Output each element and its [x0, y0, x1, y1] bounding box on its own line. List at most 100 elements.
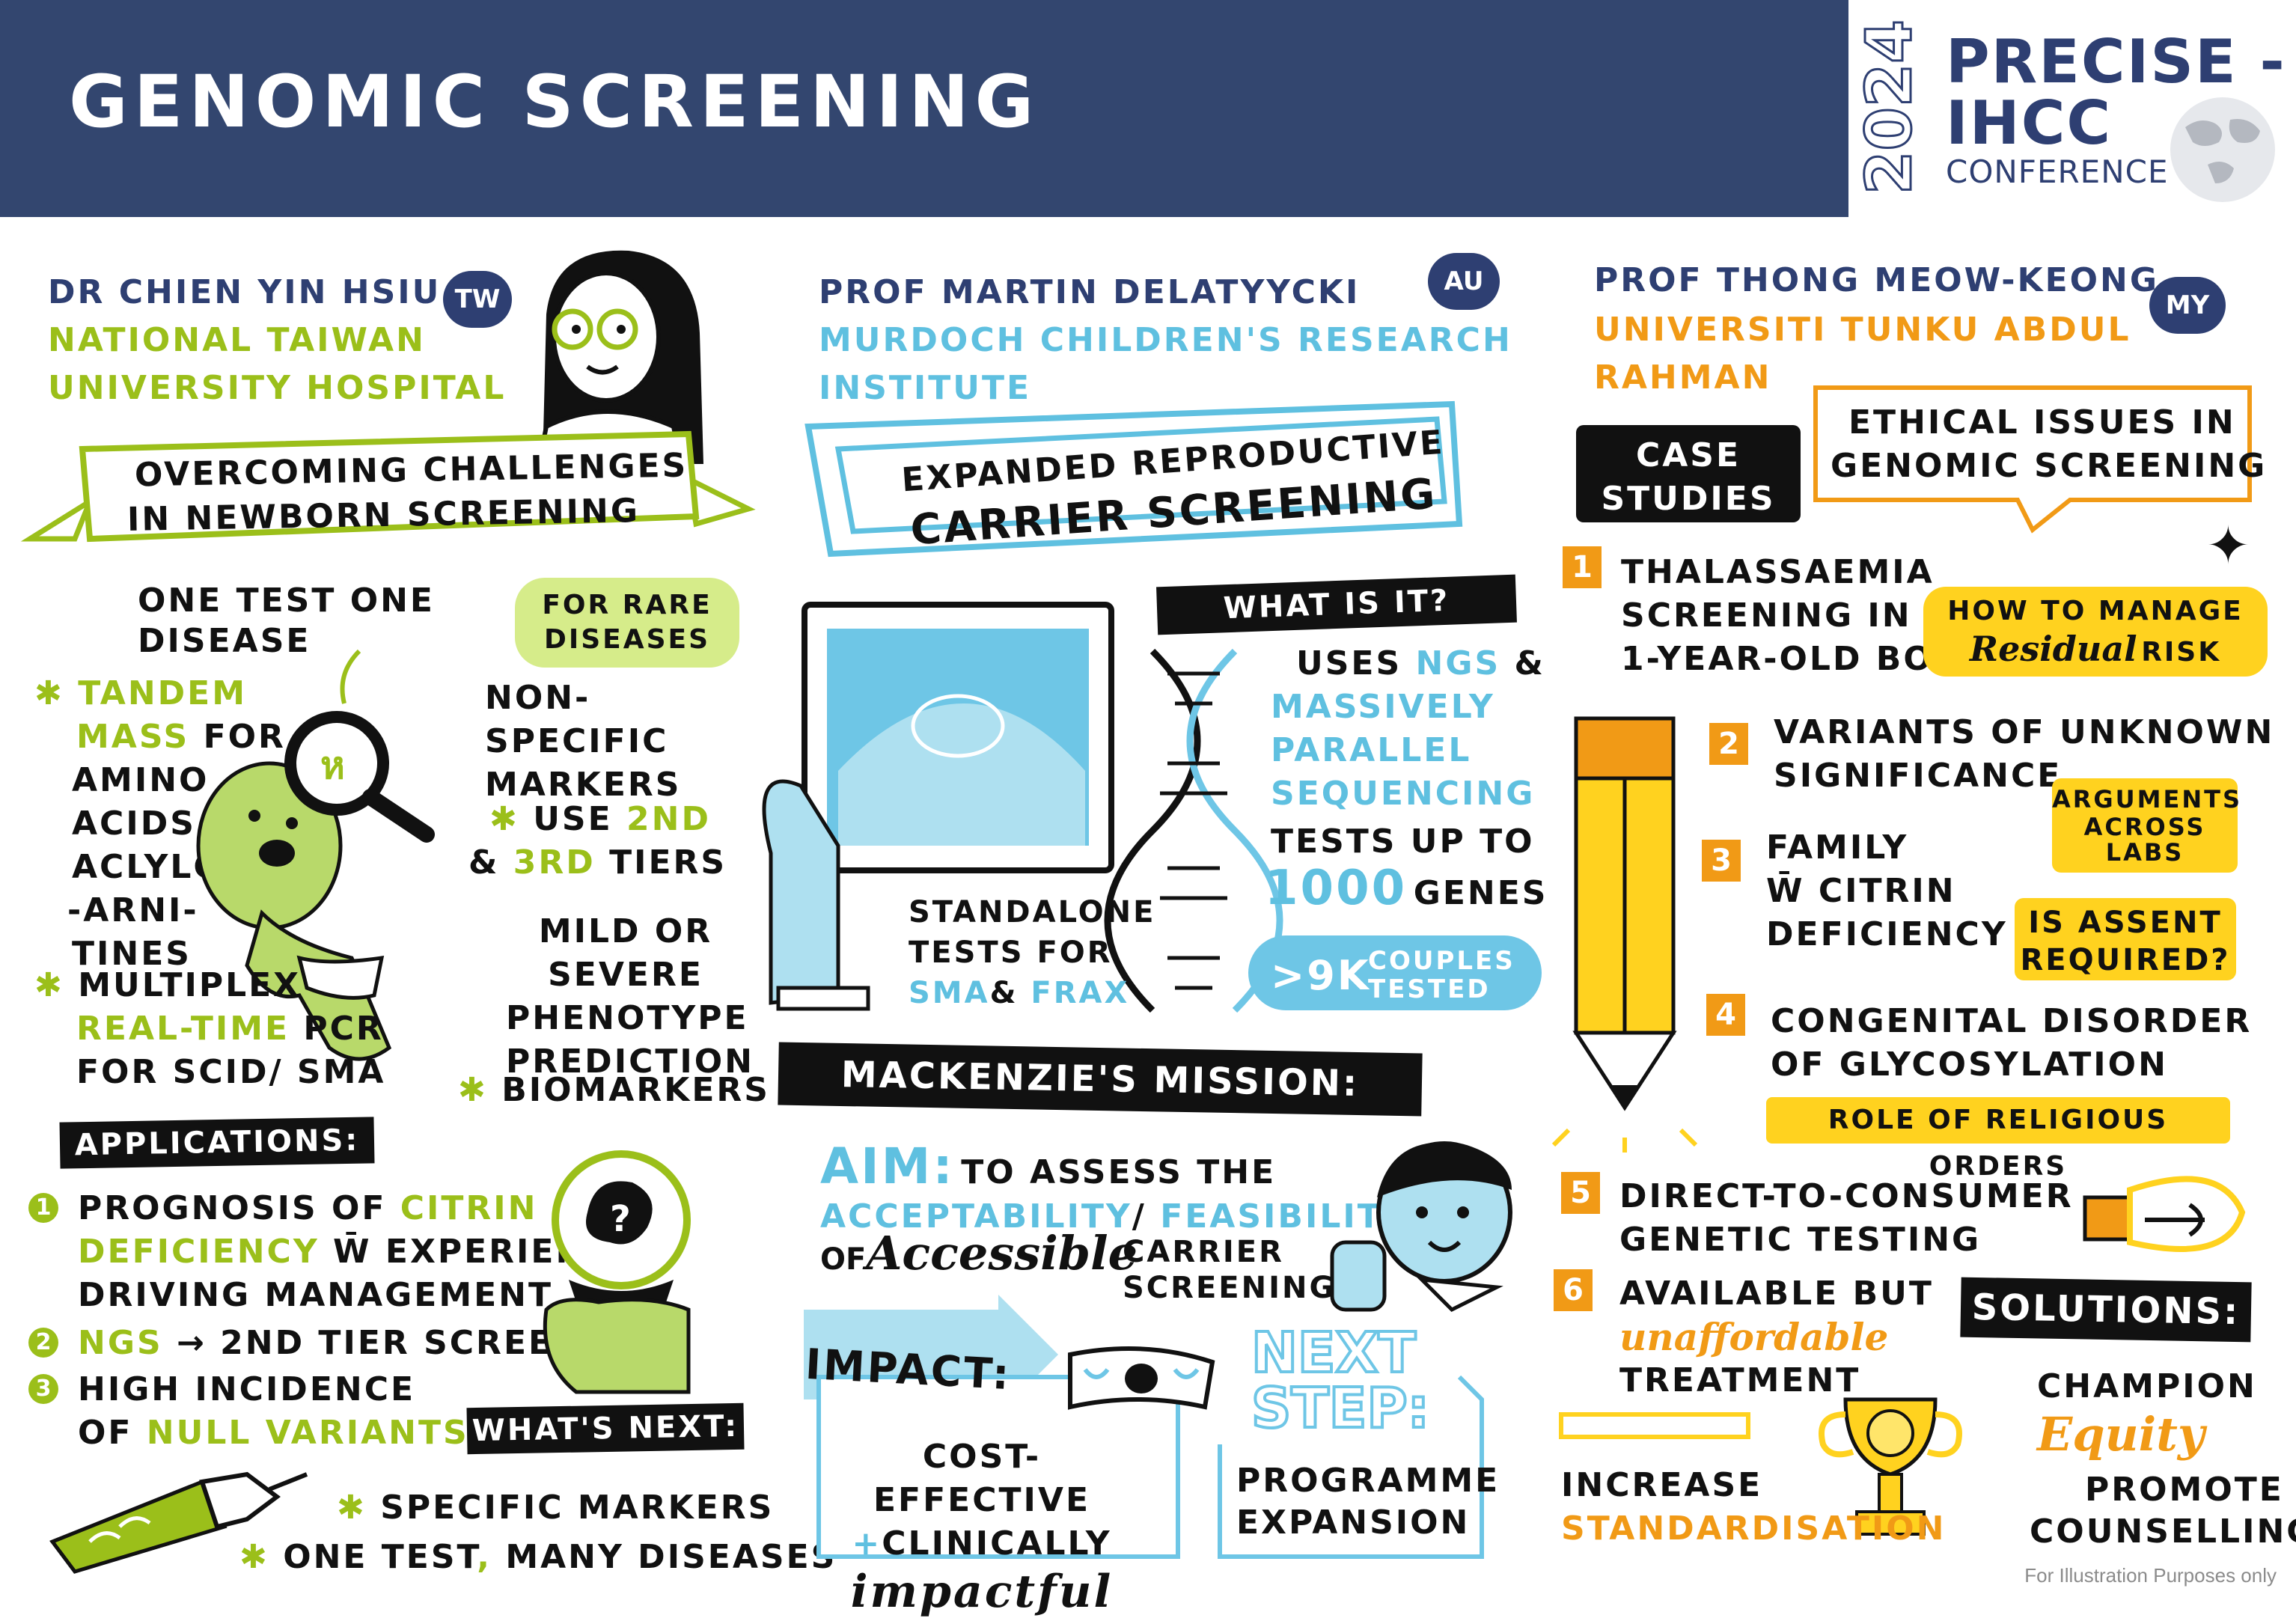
tandem-c: FOR [203, 718, 286, 756]
case-3-number: 3 [1702, 840, 1741, 882]
header-bar [0, 0, 1848, 217]
sparkle-icon: ✦ [2206, 515, 2250, 576]
speaker-3-affil-1: UNIVERSITI TUNKU ABDUL [1594, 311, 2131, 349]
aim-a: TO ASSESS THE [961, 1153, 1277, 1191]
logo-line2: IHCC [1946, 88, 2113, 158]
app-2-a: NGS [78, 1324, 163, 1362]
case-4-a: CONGENITAL DISORDER [1771, 1002, 2253, 1040]
tandem-g: -ARNI- [67, 891, 199, 929]
tests-1000-genes: 1000 GENES [1265, 861, 1548, 916]
standalone-d: & [989, 976, 1019, 1010]
uses-a: USES [1296, 644, 1402, 683]
for-rare-line1: FOR RARE [542, 590, 712, 620]
tests-up-to: TESTS UP TO [1271, 822, 1535, 861]
speaker-2-name: PROF MARTIN DELATYYCKI [819, 273, 1361, 311]
case-3-text: FAMILY W̄ CITRIN DEFICIENCY [1766, 826, 2008, 956]
case-6-number: 6 [1554, 1269, 1593, 1311]
case-6-a: AVAILABLE BUT [1619, 1274, 1934, 1313]
pencil-icon [1551, 711, 1711, 1153]
multiplex-text: ✱ MULTIPLEX REAL-TIME PCR FOR SCID/ SMA [34, 964, 385, 1094]
residual-risk-pill: HOW TO MANAGE Residual RISK [1923, 587, 2268, 677]
country-badge-tw: TW [443, 271, 512, 328]
what-is-it-label: WHAT IS IT? [1156, 574, 1517, 635]
country-badge-au: AU [1428, 253, 1500, 310]
tests-genes: GENES [1413, 874, 1548, 912]
aim-label: AIM: [820, 1138, 955, 1195]
aim-h: SCREENING [1123, 1271, 1337, 1305]
ethical-line2: GENOMIC SCREENING [1831, 447, 2268, 485]
case-4-b: OF GLYCOSYLATION [1771, 1045, 2168, 1084]
for-rare-diseases-bubble: FOR RARE DISEASES [515, 578, 739, 668]
tandem-d: AMINO [72, 761, 210, 799]
use-tiers: ✱ USE 2ND & 3RD TIERS [468, 800, 727, 882]
use-a: USE [533, 800, 613, 838]
pen-icon [45, 1459, 329, 1574]
uses-f: SEQUENCING [1271, 775, 1536, 813]
aim-c: / [1132, 1197, 1147, 1236]
case-5-text: DIRECT-TO-CONSUMER GENETIC TESTING [1619, 1175, 2074, 1262]
cost-a: COST-EFFECTIVE [873, 1438, 1090, 1519]
speaker-2-affil-1: MURDOCH CHILDREN'S RESEARCH [819, 321, 1512, 359]
case-2-text: VARIANTS OF UNKNOWN SIGNIFICANCE [1774, 711, 2274, 798]
banner-newborn-line2: IN NEWBORN SCREENING [126, 492, 641, 539]
multiplex-d: FOR SCID/ SMA [76, 1053, 386, 1091]
tandem-e: ACIDS [72, 805, 196, 843]
page-title: GENOMIC SCREENING [69, 60, 1040, 144]
arguments-a: ARGUMENTS [2052, 785, 2243, 813]
aim-d: FEASIBILITY [1160, 1197, 1408, 1236]
banner-newborn [20, 419, 756, 554]
banner-carrier [801, 389, 1482, 569]
speaker-2-affil-2: INSTITUTE [819, 369, 1032, 407]
multiplex-c: PCR [303, 1010, 384, 1048]
nonspec-b: SPECIFIC [485, 722, 669, 760]
tandem-f: ACLYLC [72, 848, 220, 886]
case-4-text: CONGENITAL DISORDER OF GLYCOSYLATION [1771, 1000, 2252, 1087]
next-2b: , [477, 1538, 492, 1576]
app-1-a: PROGNOSIS OF [78, 1189, 387, 1227]
aim-b: ACCEPTABILITY [820, 1197, 1132, 1236]
case-5-a: DIRECT-TO-CONSUMER [1619, 1177, 2074, 1215]
case-studies-label: CASE STUDIES [1576, 425, 1801, 522]
arguments-b: ACROSS [2083, 813, 2206, 841]
couples-tested-pill: >9K COUPLES TESTED [1248, 935, 1542, 1010]
tandem-h: TINES [72, 935, 192, 973]
case-1-a: THALASSAEMIA [1621, 553, 1935, 591]
mild-c: PHENOTYPE [506, 999, 749, 1037]
case-3-b: W̄ CITRIN [1766, 872, 1956, 910]
uses-ngs-text: USES NGS & MASSIVELY PARALLEL SEQUENCING [1271, 642, 1545, 816]
couples-c: TESTED [1368, 974, 1491, 1004]
ethical-issues-box [1808, 380, 2257, 537]
case-3-a: FAMILY [1766, 828, 1909, 867]
crystal-ball-icon: ? [516, 1138, 741, 1407]
impact-arrow-frame [796, 1295, 1200, 1564]
case-1-c: 1-YEAR-OLD BOY [1621, 640, 1959, 678]
standalone-c: SMA [909, 976, 990, 1010]
uses-d: MASSIVELY [1271, 688, 1495, 726]
biomarkers-text: BIOMARKERS [501, 1071, 770, 1109]
svg-text:ห: ห [320, 744, 345, 787]
next-2: ✱ ONE TEST, MANY DISEASES [239, 1538, 837, 1576]
logo-year: 2024 [1851, 19, 1927, 196]
uses-c: & [1514, 644, 1545, 683]
case-line2: STUDIES [1601, 480, 1776, 518]
case-2-number: 2 [1709, 723, 1748, 765]
logo-line1: PRECISE - [1946, 27, 2286, 97]
standalone-a: STANDALONE [909, 895, 1156, 929]
baby-magnifier-illustration: ห [195, 649, 479, 1093]
app-2-number: 2 [28, 1328, 58, 1358]
standalone-b: TESTS FOR [909, 935, 1113, 970]
globe-icon [2133, 90, 2290, 202]
case-6-c: TREATMENT [1619, 1361, 1861, 1399]
next-2a: ONE TEST [283, 1538, 477, 1576]
couples-b: COUPLES [1368, 946, 1515, 976]
standardisation-text: STANDARDISATION [1561, 1509, 1947, 1548]
mild-b: SEVERE [548, 956, 703, 994]
mission-label: MACKENZIE'S MISSION: [778, 1042, 1423, 1117]
whats-next-label: WHAT'S NEXT: [466, 1402, 745, 1455]
next-1-text: SPECIFIC MARKERS [380, 1489, 775, 1527]
counselling-text: COUNSELLING [2030, 1512, 2296, 1551]
next-step-frame [1212, 1370, 1489, 1564]
programme-line1: PROGRAMME [1236, 1462, 1500, 1500]
case-5-number: 5 [1561, 1172, 1600, 1214]
app-3-b: OF [78, 1414, 133, 1452]
